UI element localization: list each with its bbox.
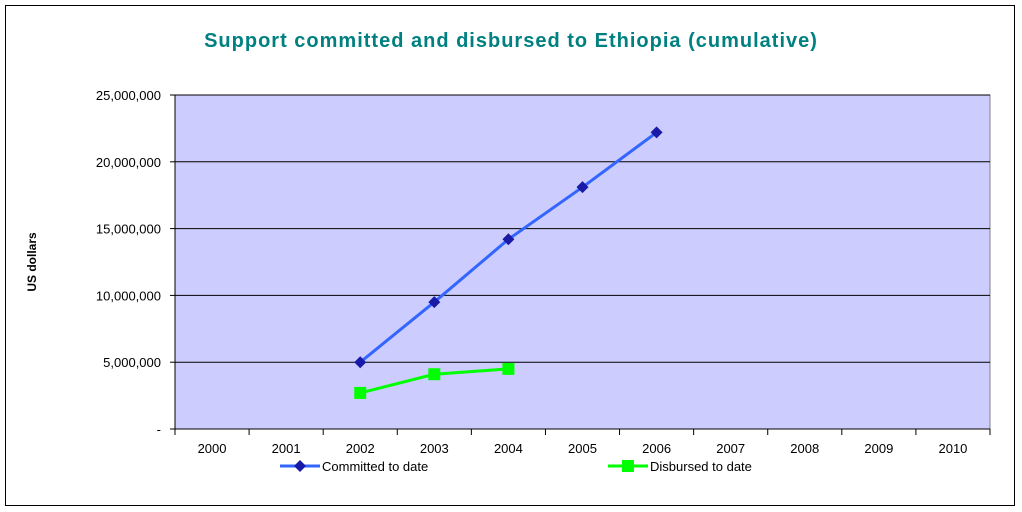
data-point-committed-to-date [354, 356, 367, 369]
data-point-committed-to-date [502, 233, 515, 246]
x-tick-label: 2003 [420, 441, 449, 456]
y-tick-label: 20,000,000 [96, 155, 161, 170]
y-tick-label: 15,000,000 [96, 222, 161, 237]
data-point-committed-to-date [576, 181, 589, 194]
data-point-committed-to-date [428, 296, 441, 309]
legend-label-committed-to-date: Committed to date [322, 459, 428, 474]
plot-area [174, 94, 991, 430]
x-tick-label: 2005 [568, 441, 597, 456]
y-tick-label: - [157, 422, 161, 437]
x-tick-label: 2009 [864, 441, 893, 456]
y-tick-label: 5,000,000 [103, 355, 161, 370]
x-tick-label: 2006 [642, 441, 671, 456]
y-tick-label: 25,000,000 [96, 88, 161, 103]
x-tick-label: 2000 [198, 441, 227, 456]
legend-marker-committed-to-date [294, 460, 306, 472]
data-point-disbursed-to-date [502, 362, 515, 375]
x-tick-label: 2002 [346, 441, 375, 456]
x-tick-label: 2008 [790, 441, 819, 456]
data-point-disbursed-to-date [428, 368, 441, 381]
legend-label-disbursed-to-date: Disbursed to date [650, 459, 752, 474]
data-point-disbursed-to-date [354, 386, 367, 399]
legend-marker-disbursed-to-date [622, 460, 634, 472]
data-point-committed-to-date [650, 126, 663, 139]
y-tick-label: 10,000,000 [96, 288, 161, 303]
x-tick-label: 2010 [938, 441, 967, 456]
x-tick-label: 2004 [494, 441, 523, 456]
x-tick-label: 2001 [272, 441, 301, 456]
chart-title: Support committed and disbursed to Ethio… [204, 30, 818, 52]
x-tick-label: 2007 [716, 441, 745, 456]
